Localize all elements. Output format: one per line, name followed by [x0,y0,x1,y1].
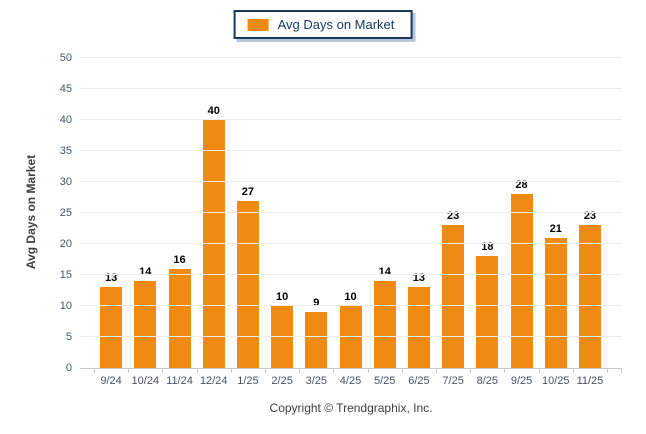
gridline [80,243,622,244]
x-tick-label: 4/25 [339,375,362,387]
y-tick-label: 35 [59,145,72,157]
x-tick-label: 9/24 [100,375,122,387]
bar-slot: 14 5/25 [368,58,404,387]
y-tick-label: 10 [59,300,72,312]
x-tick-label: 11/24 [166,375,193,387]
bar-slot: 23 11/25 [573,58,609,387]
gridline [80,57,622,58]
x-tick-label: 9/25 [510,375,533,387]
x-tick-label: 10/24 [131,375,160,387]
bars-area: 13 9/24 14 10/24 16 11/24 40 12/24 27 1/25 10 2/25 9… [94,58,609,387]
value-label: 18 [481,241,494,254]
gridline [80,150,622,151]
bar-8/25 [476,256,499,368]
bar-11/25 [578,225,601,368]
legend-swatch-icon [247,18,269,31]
bar-slot: 10 4/25 [333,58,369,387]
x-tick-label: 10/25 [541,375,570,387]
gridline [80,181,622,182]
bar-11/24 [168,268,191,368]
value-label: 27 [241,185,255,198]
value-label: 10 [275,291,289,303]
y-tick-label: 30 [59,176,72,188]
bar-2/25 [271,306,294,368]
bar-slot: 18 8/25 [470,58,506,387]
value-label: 13 [412,272,426,285]
x-tick-label: 7/25 [442,375,464,387]
value-label: 10 [344,291,357,303]
y-tick-label: 15 [59,269,72,281]
x-tick-label: 5/25 [374,375,396,387]
bar-1/25 [236,200,259,368]
bar-slot: 10 2/25 [265,58,301,387]
y-tick-label: 45 [59,83,72,95]
value-label: 21 [549,222,562,235]
gridline [80,336,622,337]
legend-label: Avg Days on Market [277,17,395,32]
bar-slot: 9 3/25 [299,58,335,387]
bar-9/24 [100,287,123,368]
bar-12/24 [202,120,225,368]
value-label: 13 [104,272,118,285]
y-tick-label: 50 [59,52,72,64]
x-tick-label: 6/25 [408,375,430,387]
gridline [80,274,622,275]
y-tick-label: 20 [59,238,72,250]
y-axis-title: Avg Days on Market [24,154,38,270]
y-tick-label: 0 [65,362,72,374]
bar-slot: 13 6/25 [402,58,438,387]
x-tick-label: 1/25 [237,375,259,387]
bar-slot: 21 10/25 [539,58,575,387]
value-label: 28 [515,179,528,192]
bar-3/25 [305,312,328,368]
value-label: 14 [139,266,152,279]
gridline [80,305,622,306]
bar-4/25 [339,306,362,368]
bar-10/25 [544,237,567,368]
bar-slot: 40 12/24 [197,58,233,387]
bar-slot: 13 9/24 [94,58,130,387]
bar-slot: 27 1/25 [231,58,267,387]
value-label: 23 [583,210,597,223]
y-tick-label: 40 [59,114,72,126]
bar-7/25 [442,225,465,368]
bar-slot: 28 9/25 [504,58,540,387]
gridline [80,119,622,120]
bar-10/24 [134,281,157,368]
value-label: 16 [173,253,186,266]
x-tick-label: 8/25 [476,375,499,387]
bar-5/25 [373,281,396,368]
value-label: 23 [447,210,460,223]
gridline [80,212,622,213]
x-tick-label: 3/25 [305,375,328,387]
x-tick-label: 11/25 [576,375,604,387]
y-tick-label: 25 [59,207,72,219]
copyright-text: Copyright © Trendgraphix, Inc. [269,401,433,415]
gridline [80,88,622,89]
x-tick-label: 12/24 [199,375,228,387]
bar-slot: 14 10/24 [128,58,164,387]
value-label: 9 [313,297,320,310]
y-tick-label: 5 [65,331,72,343]
legend: Avg Days on Market [233,10,413,39]
bar-9/25 [510,194,533,368]
value-label: 14 [378,266,391,279]
bar-6/25 [407,287,430,368]
plot-area: 13 9/24 14 10/24 16 11/24 40 12/24 27 1/25 10 2/25 9… [80,57,622,387]
value-label: 40 [207,105,220,117]
y-axis-tick-labels: 0 5 10 15 20 25 30 35 40 45 50 [38,52,72,374]
bar-slot: 16 11/24 [162,58,198,387]
x-tick-label: 2/25 [271,375,293,387]
bar-slot: 23 7/25 [436,58,472,387]
